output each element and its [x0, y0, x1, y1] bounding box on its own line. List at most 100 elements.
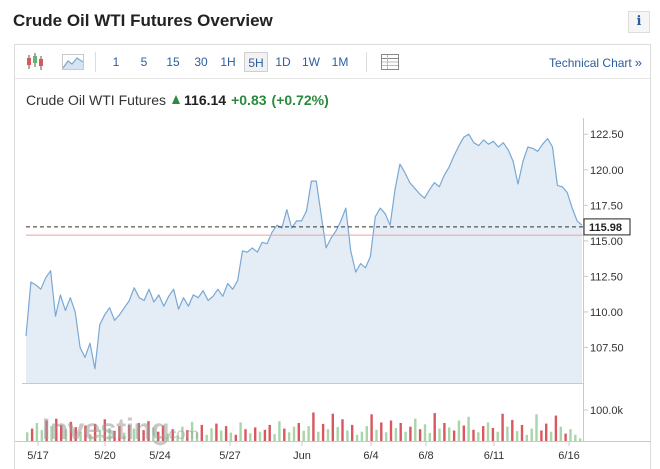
info-button[interactable]: i — [628, 11, 650, 33]
volume-bar — [496, 431, 499, 441]
timeframe-1h[interactable]: 1H — [220, 55, 236, 69]
volume-bar — [443, 423, 446, 441]
volume-bar — [448, 427, 451, 441]
price-change-percent: (+0.72%) — [271, 92, 329, 108]
volume-bar — [351, 424, 354, 441]
volume-bar — [317, 431, 320, 441]
volume-bar — [224, 426, 228, 441]
volume-bar — [346, 430, 349, 441]
volume-bar — [220, 430, 223, 441]
volume-bar — [418, 429, 422, 441]
price-change: +0.83 — [231, 92, 267, 108]
volume-bar — [355, 434, 359, 441]
technical-chart-label: Technical Chart — [549, 56, 632, 70]
volume-bar — [195, 432, 199, 441]
volume-bar — [511, 419, 514, 441]
volume-bar — [98, 429, 102, 441]
volume-bar — [244, 429, 247, 441]
volume-bar — [554, 415, 558, 441]
volume-bar — [404, 431, 407, 441]
price-line — [25, 133, 583, 370]
volume-bar — [55, 418, 58, 441]
investing-watermark-suffix: .com — [164, 426, 199, 443]
volume-bar — [268, 424, 271, 441]
volume-bar — [414, 418, 417, 441]
timeframe-30[interactable]: 30 — [194, 55, 208, 69]
timeframe-1[interactable]: 1 — [112, 55, 120, 69]
timeframe-15[interactable]: 15 — [166, 55, 180, 69]
candlestick-icon[interactable] — [25, 50, 45, 74]
volume-bar — [26, 432, 29, 441]
volume-bar — [520, 424, 524, 441]
volume-bar — [176, 435, 179, 441]
volume-bar — [186, 430, 189, 441]
x-tick-label: 6/16 — [558, 450, 579, 462]
volume-bar — [501, 413, 504, 441]
chevron-right-icon: » — [634, 55, 642, 70]
table-icon[interactable] — [379, 50, 401, 74]
timeframe-1w[interactable]: 1W — [302, 55, 320, 69]
x-tick-label: Jun — [293, 450, 311, 462]
volume-bar — [190, 421, 194, 441]
toolbar-separator — [366, 52, 367, 72]
volume-bar — [482, 426, 485, 441]
volume-bar — [292, 426, 296, 441]
volume-bar — [467, 416, 470, 441]
volume-bar — [486, 422, 490, 441]
volume-bar — [254, 427, 257, 441]
y-tick-label: 122.50 — [590, 129, 624, 141]
volume-bar — [79, 431, 82, 441]
timeframe-1m[interactable]: 1M — [331, 55, 349, 69]
area-chart-icon[interactable] — [61, 50, 85, 74]
investing-watermark: Investing — [42, 413, 169, 446]
volume-bar — [74, 427, 77, 441]
volume-bar — [152, 427, 155, 441]
volume-bar — [375, 429, 378, 441]
volume-bar — [540, 430, 543, 441]
volume-bar — [123, 432, 126, 441]
volume-bar — [331, 413, 334, 441]
x-tick-label: 5/20 — [94, 450, 115, 462]
volume-bar — [452, 430, 456, 441]
x-tick-label: 5/24 — [149, 450, 170, 462]
volume-bar — [564, 433, 567, 441]
volume-bar — [181, 426, 184, 441]
technical-chart-link[interactable]: Technical Chart» — [549, 55, 642, 70]
volume-bar — [210, 428, 213, 441]
current-price-badge — [583, 218, 631, 236]
volume-bar — [93, 423, 97, 441]
arrow-up-icon — [172, 95, 181, 104]
volume-bar — [423, 424, 427, 441]
timeframe-5h[interactable]: 5H — [244, 52, 268, 72]
timeframe-1d[interactable]: 1D — [275, 55, 291, 69]
volume-bar — [569, 429, 572, 441]
volume-bar — [409, 426, 412, 441]
volume-bar — [69, 421, 73, 441]
volume-bar — [394, 428, 398, 441]
volume-axis-label: 100.0k — [590, 405, 624, 417]
volume-bar — [341, 419, 344, 441]
volume-bar — [127, 424, 131, 441]
volume-bar — [89, 434, 92, 441]
volume-bar — [525, 434, 528, 441]
y-tick-label: 110.00 — [590, 307, 623, 319]
volume-bar — [108, 428, 111, 441]
volume-bar — [147, 421, 150, 441]
volume-bar — [258, 431, 262, 441]
volume-bar — [389, 420, 393, 441]
page-title: Crude Oil WTI Futures Overview — [13, 11, 273, 30]
y-tick-label: 112.50 — [590, 271, 623, 283]
volume-bar — [574, 434, 577, 441]
volume-bar — [477, 432, 480, 441]
volume-bar — [491, 428, 495, 441]
volume-bar — [365, 426, 368, 441]
volume-bar — [462, 425, 465, 441]
volume-bar — [171, 429, 174, 441]
volume-bar — [433, 413, 436, 441]
timeframe-5[interactable]: 5 — [140, 55, 148, 69]
x-tick-label: 5/17 — [27, 450, 48, 462]
y-tick-label: 107.50 — [590, 342, 624, 354]
volume-bar — [205, 434, 208, 441]
volume-bar — [137, 423, 140, 441]
